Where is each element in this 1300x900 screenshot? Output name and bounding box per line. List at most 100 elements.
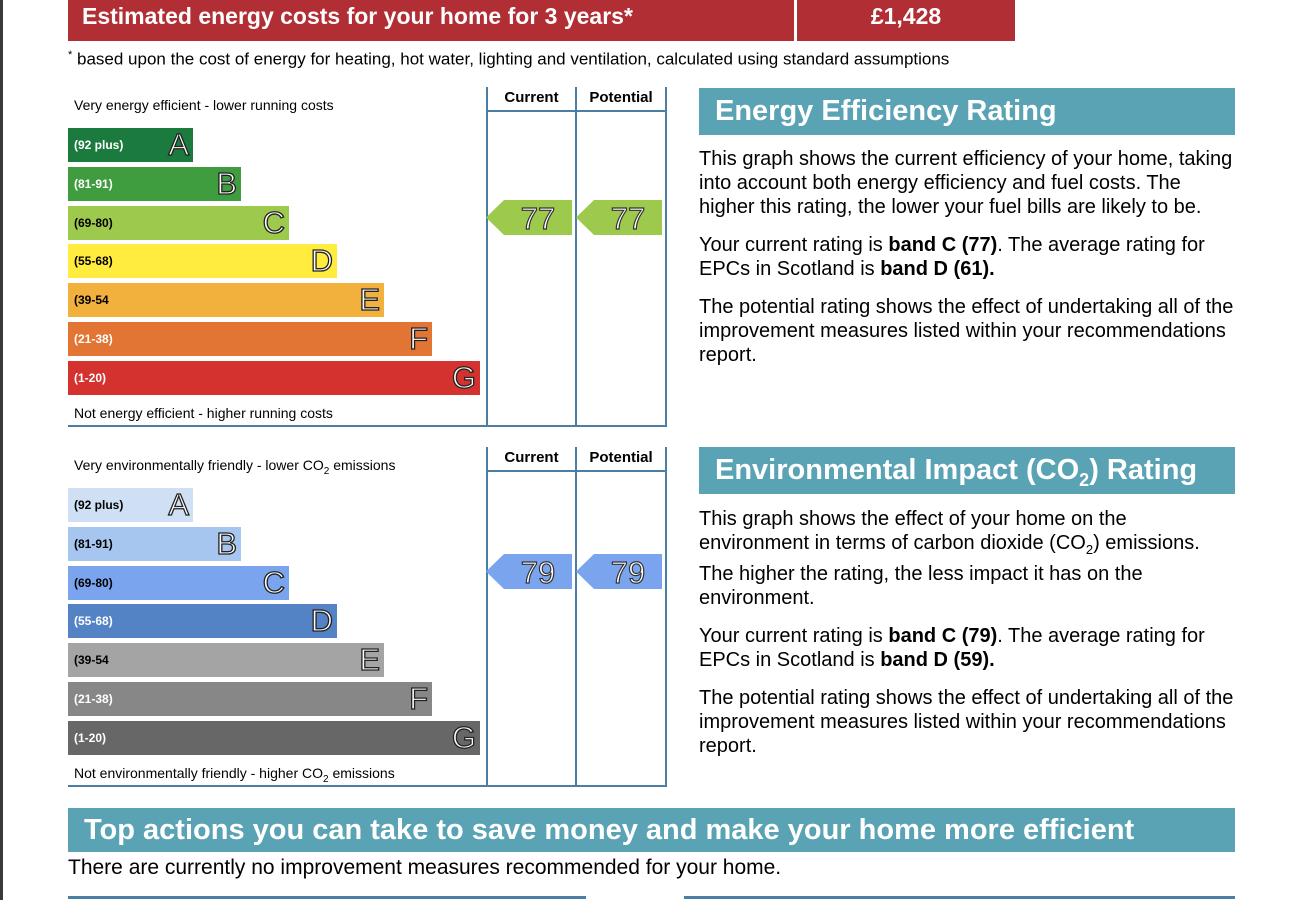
footnote-mark: * (68, 49, 73, 61)
band-range: (69-80) (74, 215, 113, 230)
band-range: (39-54 (74, 653, 109, 668)
chart-frame-line (665, 447, 667, 787)
band-letter: C (262, 564, 286, 600)
caption-subscript: 2 (323, 773, 329, 785)
potential-rating-value: 79 (610, 554, 646, 590)
caption-text: emissions (329, 457, 396, 473)
cost-footnote: * based upon the cost of energy for heat… (68, 49, 949, 70)
chart-top-caption: Very environmentally friendly - lower CO… (74, 457, 395, 477)
band-range: (92 plus) (74, 498, 124, 512)
energy-cost-value: £1,428 (870, 3, 942, 29)
energy-efficiency-chart: Current Potential Very energy efficient … (68, 87, 668, 427)
text-span: This graph shows the effect of your home… (699, 508, 1127, 554)
rating-band-g: (1-20) G (68, 359, 480, 395)
band-range: (21-38) (74, 692, 113, 706)
text-span: . The average rating for EPCs in Scotlan… (699, 234, 1205, 280)
chart-frame-line (486, 87, 488, 427)
rating-band-c: (69-80) C (68, 204, 289, 240)
band-range: (81-91) (74, 176, 113, 191)
text-span: Your current rating is (699, 234, 889, 256)
title-subscript: 2 (1079, 469, 1090, 490)
rating-band-d: (55-68) D (68, 243, 337, 279)
caption-text: Very environmentally friendly - lower CO (74, 457, 324, 473)
current-column-header: Current (504, 449, 559, 466)
band-letter: G (451, 359, 476, 395)
chart-frame-line (575, 447, 577, 787)
caption-text: emissions (328, 765, 395, 781)
chart-bottom-caption: Not environmentally friendly - higher CO… (74, 765, 395, 785)
average-band-text: band D (61). (880, 258, 995, 280)
band-letter: E (359, 282, 381, 318)
band-range: (81-91) (74, 536, 113, 551)
rating-band-a: (92 plus) A (68, 486, 193, 523)
rating-band-c: (69-80) C (68, 564, 289, 600)
band-letter: F (408, 680, 428, 716)
rating-band-f: (21-38) F (68, 680, 432, 717)
chart-frame-line (68, 425, 667, 427)
energy-paragraph-3: The potential rating shows the effect of… (699, 296, 1234, 366)
rating-band-b: (81-91) B (68, 525, 241, 561)
band-letter: G (451, 719, 476, 755)
potential-rating-arrow: 79 (576, 554, 662, 591)
band-letter: F (408, 320, 428, 356)
text-subscript: 2 (1085, 542, 1094, 557)
chart-bottom-caption: Not energy efficient - higher running co… (74, 405, 333, 421)
top-actions-title: Top actions you can take to save money a… (68, 808, 1235, 852)
chart-frame-line (665, 87, 667, 427)
band-range: (39-54 (74, 293, 109, 308)
band-letter: A (168, 486, 190, 522)
env-paragraph-2: Your current rating is band C (79). The … (699, 624, 1234, 672)
band-letter: D (310, 603, 334, 639)
chart-frame-line (68, 785, 667, 787)
current-band-text: band C (79) (888, 625, 998, 647)
energy-cost-label: Estimated energy costs for your home for… (82, 3, 633, 29)
section-rule (68, 896, 586, 899)
chart-top-caption: Very energy efficient - lower running co… (74, 97, 334, 113)
chart-frame-line (486, 110, 667, 112)
energy-efficiency-title: Energy Efficiency Rating (699, 88, 1235, 135)
env-paragraph-3: The potential rating shows the effect of… (699, 687, 1234, 757)
chart-frame-line (486, 447, 488, 787)
title-text: Environmental Impact (CO (715, 454, 1080, 486)
current-column-header: Current (504, 89, 559, 106)
band-letter: A (168, 126, 190, 162)
potential-rating-value: 77 (610, 200, 646, 236)
text-span: ) emissions. The higher the rating, the … (699, 532, 1200, 609)
environmental-impact-chart: Current Potential Very environmentally f… (68, 447, 668, 787)
env-paragraph-1: This graph shows the effect of your home… (699, 507, 1234, 610)
energy-paragraph-1: This graph shows the current efficiency … (699, 148, 1233, 218)
potential-arrow-shape (576, 554, 662, 589)
environmental-impact-description: This graph shows the effect of your home… (699, 507, 1234, 772)
energy-paragraph-2: Your current rating is band C (77). The … (699, 233, 1234, 281)
rating-band-f: (21-38) F (68, 320, 432, 357)
energy-efficiency-description: This graph shows the current efficiency … (699, 147, 1234, 381)
band-letter: E (359, 642, 381, 678)
band-range: (21-38) (74, 332, 113, 346)
energy-cost-banner: Estimated energy costs for your home for… (68, 0, 1015, 41)
current-arrow-shape (486, 200, 572, 235)
caption-subscript: 2 (323, 465, 330, 477)
potential-arrow-shape (576, 200, 662, 235)
current-rating-arrow: 79 (486, 554, 572, 591)
top-actions-text: There are currently no improvement measu… (68, 856, 782, 879)
current-rating-arrow: 77 (486, 200, 572, 237)
footnote-text: based upon the cost of energy for heatin… (77, 49, 950, 69)
band-range: (92 plus) (74, 138, 124, 152)
band-range: (1-20) (74, 730, 107, 745)
band-letter: B (216, 165, 238, 201)
rating-band-a: (92 plus) A (68, 126, 193, 163)
current-arrow-shape (486, 554, 572, 589)
potential-rating-arrow: 77 (576, 200, 662, 237)
rating-band-e: (39-54 E (68, 642, 384, 678)
band-letter: D (310, 243, 334, 279)
caption-text: Not environmentally friendly - higher CO (74, 765, 323, 781)
title-text: ) Rating (1089, 454, 1198, 486)
current-band-text: band C (77) (888, 234, 998, 256)
rating-band-g: (1-20) G (68, 719, 480, 755)
text-span: . The average rating for EPCs in Scotlan… (699, 625, 1205, 671)
rating-band-b: (81-91) B (68, 165, 241, 201)
potential-column-header: Potential (589, 449, 653, 466)
potential-column-header: Potential (589, 89, 653, 106)
band-range: (55-68) (74, 614, 113, 629)
current-rating-value: 79 (520, 554, 556, 590)
